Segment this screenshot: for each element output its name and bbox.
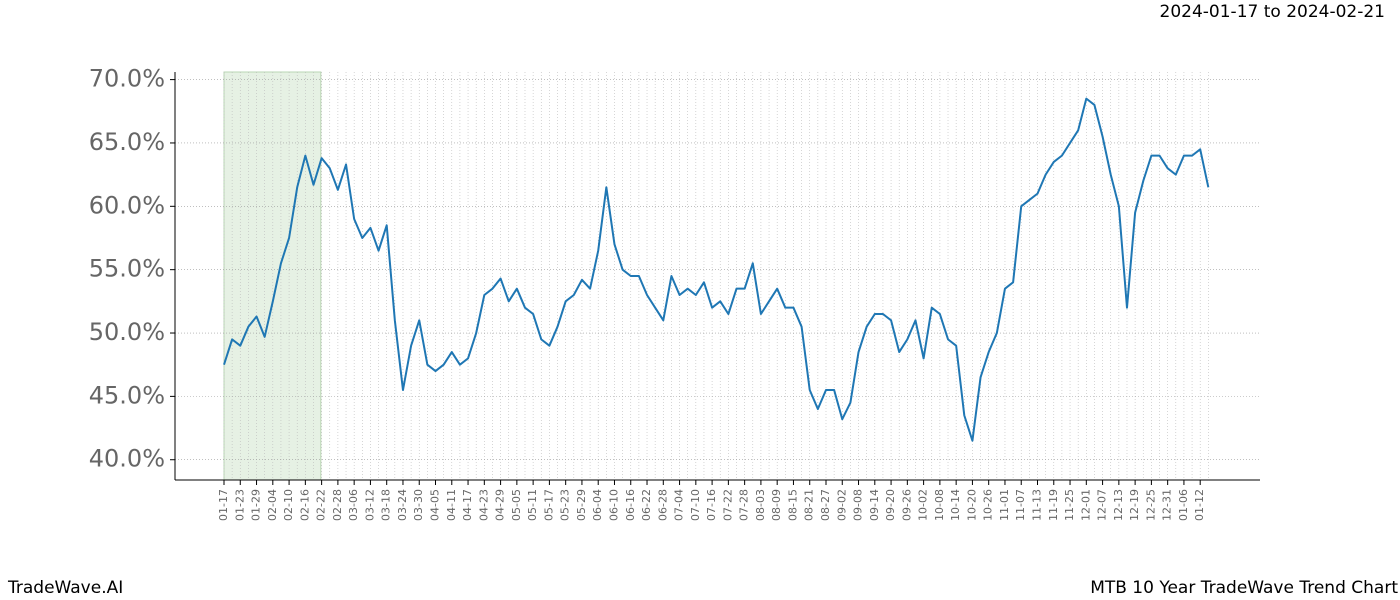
x-tick-label: 08-03 <box>754 489 767 521</box>
x-tick-label: 03-24 <box>396 489 409 521</box>
x-tick-label: 02-10 <box>282 489 295 521</box>
x-tick-label: 06-16 <box>624 489 637 521</box>
x-tick-label: 06-28 <box>656 489 669 521</box>
chart-name: MTB 10 Year TradeWave Trend Chart <box>1090 578 1398 598</box>
x-tick-label: 10-26 <box>982 489 995 521</box>
x-tick-label: 03-12 <box>363 489 376 521</box>
x-tick-label: 01-17 <box>217 489 230 521</box>
x-tick-label: 09-14 <box>868 489 881 521</box>
x-tick-label: 06-10 <box>607 489 620 521</box>
x-tick-label: 12-13 <box>1112 489 1125 521</box>
x-tick-label: 04-17 <box>461 489 474 521</box>
x-tick-label: 01-06 <box>1177 489 1190 521</box>
x-tick-label: 08-15 <box>786 489 799 521</box>
x-tick-label: 12-25 <box>1144 489 1157 521</box>
brand: TradeWave.AI <box>7 578 123 598</box>
x-tick-label: 12-01 <box>1079 489 1092 521</box>
x-tick-label: 02-16 <box>298 489 311 521</box>
x-tick-label: 06-04 <box>591 489 604 521</box>
x-tick-label: 04-29 <box>494 489 507 521</box>
x-tick-label: 11-01 <box>998 489 1011 521</box>
x-tick-label: 11-19 <box>1047 489 1060 521</box>
x-tick-label: 02-04 <box>266 489 279 521</box>
x-tick-label: 03-30 <box>412 489 425 521</box>
x-tick-label: 09-26 <box>900 489 913 521</box>
x-tick-label: 10-20 <box>965 489 978 521</box>
y-tick-label: 60.0% <box>89 191 165 219</box>
x-tick-label: 02-28 <box>331 489 344 521</box>
x-tick-label: 05-05 <box>510 489 523 521</box>
x-tick-label: 01-29 <box>250 489 263 521</box>
x-tick-label: 07-22 <box>721 489 734 521</box>
x-tick-label: 07-28 <box>738 489 751 521</box>
x-tick-label: 09-02 <box>835 489 848 521</box>
x-tick-label: 07-04 <box>673 489 686 521</box>
x-tick-label: 04-11 <box>445 489 458 521</box>
x-tick-label: 11-25 <box>1063 489 1076 521</box>
y-tick-label: 40.0% <box>89 445 165 473</box>
highlight-band <box>223 71 322 481</box>
y-tick-label: 50.0% <box>89 318 165 346</box>
x-tick-label: 09-08 <box>852 489 865 521</box>
x-tick-label: 01-12 <box>1193 489 1206 521</box>
x-tick-label: 08-21 <box>803 489 816 521</box>
x-tick-label: 03-18 <box>380 489 393 521</box>
x-tick-label: 06-22 <box>640 489 653 521</box>
x-tick-label: 10-08 <box>933 489 946 521</box>
x-tick-label: 05-29 <box>575 489 588 521</box>
x-tick-label: 08-27 <box>819 489 832 521</box>
x-tick-label: 12-31 <box>1161 489 1174 521</box>
x-tick-label: 12-07 <box>1096 489 1109 521</box>
x-tick-label: 04-05 <box>429 489 442 521</box>
x-tick-label: 03-06 <box>347 489 360 521</box>
y-tick-label: 70.0% <box>89 65 165 93</box>
x-tick-label: 04-23 <box>477 489 490 521</box>
x-tick-label: 05-17 <box>542 489 555 521</box>
x-tick-label: 10-14 <box>949 489 962 521</box>
x-tick-label: 02-22 <box>315 489 328 521</box>
x-tick-label: 05-23 <box>559 489 572 521</box>
x-tick-label: 10-02 <box>917 489 930 521</box>
x-tick-label: 09-20 <box>884 489 897 521</box>
y-tick-label: 45.0% <box>89 381 165 409</box>
date-range: 2024-01-17 to 2024-02-21 <box>1160 2 1385 22</box>
x-tick-label: 08-09 <box>770 489 783 521</box>
y-tick-label: 55.0% <box>89 255 165 283</box>
x-tick-label: 11-07 <box>1014 489 1027 521</box>
x-tick-label: 01-23 <box>233 489 246 521</box>
x-tick-label: 07-16 <box>705 489 718 521</box>
x-tick-label: 07-10 <box>689 489 702 521</box>
trend-line <box>223 97 1210 442</box>
x-tick-label: 12-19 <box>1128 489 1141 521</box>
x-tick-label: 11-13 <box>1031 489 1044 521</box>
y-tick-label: 65.0% <box>89 128 165 156</box>
x-tick-label: 05-11 <box>526 489 539 521</box>
